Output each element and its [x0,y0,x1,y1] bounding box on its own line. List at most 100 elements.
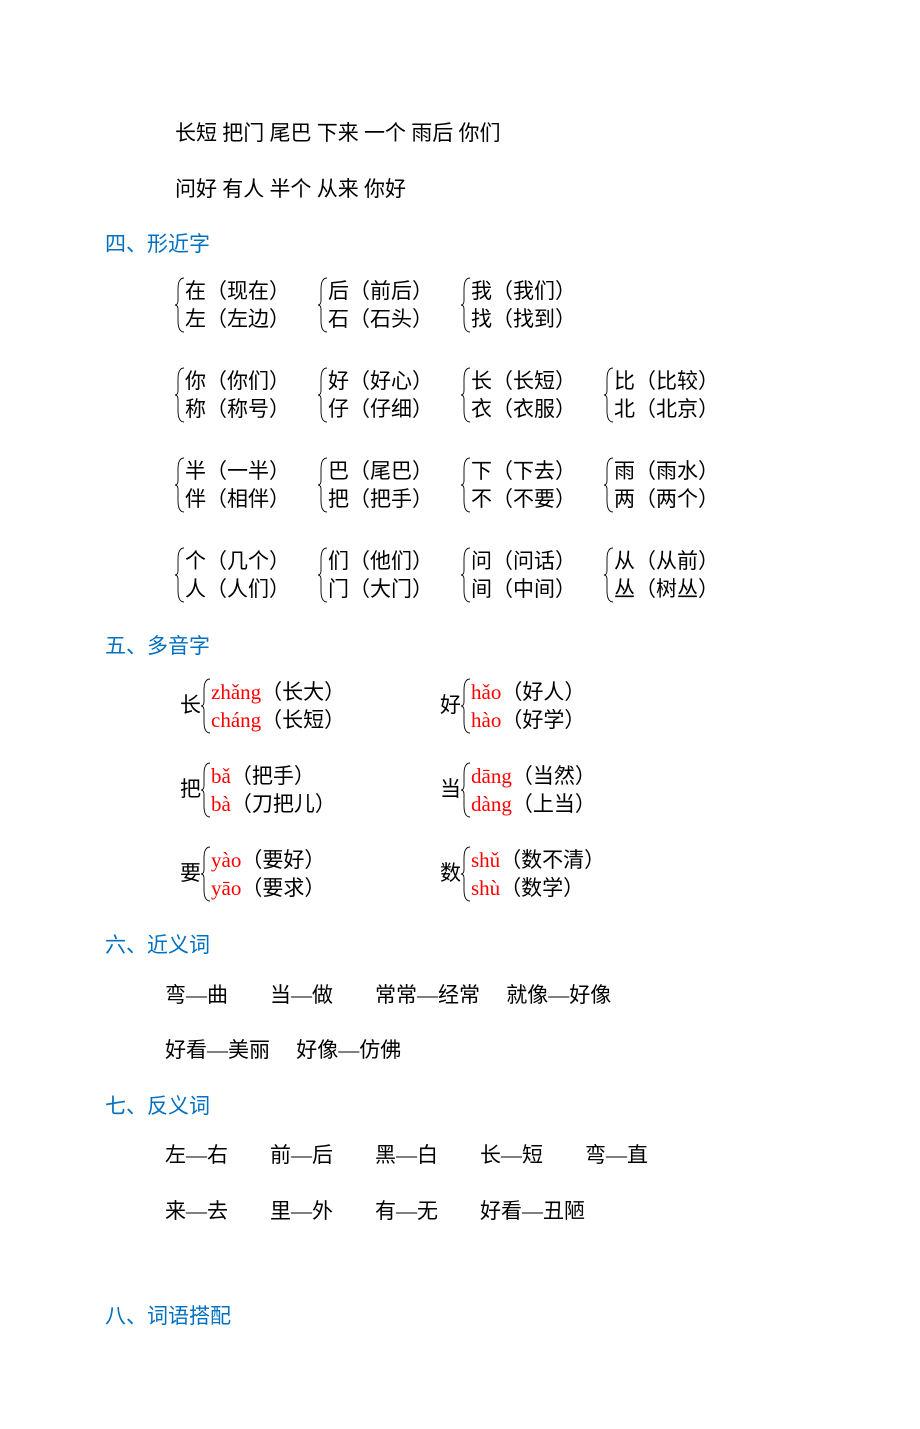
pair-lower: 丛（树丛） [614,575,719,603]
brace-icon [461,846,471,902]
pair-upper: 问（问话） [471,547,576,575]
brace-icon [461,762,471,818]
pair-cell: 从（从前）丛（树丛） [604,547,719,603]
pair-lines: 好（好心）仔（仔细） [328,367,433,423]
brace-icon [201,846,211,902]
poly-row: 把 bǎ（把手）bà（刀把儿）当 dāng（当然）dàng（上当） [175,762,860,818]
pair-upper: 在（现在） [185,277,290,305]
poly-cell: 数 shǔ（数不清）shù（数学） [435,846,605,902]
synonym-line-1: 弯—曲 当—做 常常—经常 就像—好像 [165,980,860,1012]
pair-lower: 仔（仔细） [328,395,433,423]
brace-icon [461,678,471,734]
poly-head-char: 把 [175,774,201,806]
pair-lines: 你（你们）称（称号） [185,367,290,423]
pair-lower: 把（把手） [328,485,433,513]
antonym-line-2: 来—去 里—外 有—无 好看—丑陋 [165,1196,860,1228]
brace-icon [175,277,185,333]
poly-head-char: 要 [175,858,201,890]
pair-upper: 半（一半） [185,457,290,485]
pair-lines: 长（长短）衣（衣服） [471,367,576,423]
pair-cell: 比（比较）北（北京） [604,367,719,423]
pair-lower: 人（人们） [185,575,290,603]
brace-icon [201,678,211,734]
poly-head-char: 当 [435,774,461,806]
poly-cell: 把 bǎ（把手）bà（刀把儿） [175,762,435,818]
section-5-title: 五、多音字 [105,631,860,663]
poly-row: 要 yào（要好）yāo（要求） 数 shǔ（数不清）shù（数学） [175,846,860,902]
section-4-title: 四、形近字 [105,229,860,261]
pair-row: 半（一半）伴（相伴） 巴（尾巴）把（把手） 下（下去）不（不要） 雨（雨水）两（… [175,457,860,513]
pair-lower: 不（不要） [471,485,576,513]
brace-icon [175,457,185,513]
pair-cell: 问（问话）间（中间） [461,547,576,603]
pair-lower: 北（北京） [614,395,719,423]
poly-lines: shǔ（数不清）shù（数学） [471,846,605,902]
pair-lines: 下（下去）不（不要） [471,457,576,513]
pair-upper: 巴（尾巴） [328,457,433,485]
pair-cell: 好（好心）仔（仔细） [318,367,433,423]
poly-lower: hào（好学） [471,706,585,734]
poly-cell: 当 dāng（当然）dàng（上当） [435,762,596,818]
pair-cell: 雨（雨水）两（两个） [604,457,719,513]
pair-lower: 两（两个） [614,485,719,513]
poly-upper: yào（要好） [211,846,325,874]
pair-row: 在（现在）左（左边） 后（前后）石（石头） 我（我们）找（找到） [175,277,860,333]
brace-icon [175,547,185,603]
brace-icon [318,367,328,423]
pair-cell: 长（长短）衣（衣服） [461,367,576,423]
pair-lower: 称（称号） [185,395,290,423]
poly-upper: bǎ（把手） [211,762,336,790]
brace-icon [604,367,614,423]
pair-lower: 找（找到） [471,305,576,333]
pair-row: 个（几个）人（人们） 们（他们）门（大门） 问（问话）间（中间） 从（从前）丛（… [175,547,860,603]
section-8-title: 八、词语搭配 [105,1301,860,1333]
poly-lower: bà（刀把儿） [211,790,336,818]
brace-icon [604,547,614,603]
poly-upper: shǔ（数不清） [471,846,605,874]
pair-lines: 在（现在）左（左边） [185,277,290,333]
pair-cell: 巴（尾巴）把（把手） [318,457,433,513]
pair-upper: 后（前后） [328,277,433,305]
pair-lower: 间（中间） [471,575,576,603]
brace-icon [318,277,328,333]
pair-lines: 们（他们）门（大门） [328,547,433,603]
brace-icon [461,547,471,603]
pair-upper: 长（长短） [471,367,576,395]
antonym-line-1: 左—右 前—后 黑—白 长—短 弯—直 [165,1140,860,1172]
poly-head-char: 数 [435,858,461,890]
pair-upper: 比（比较） [614,367,719,395]
brace-icon [461,457,471,513]
pair-upper: 雨（雨水） [614,457,719,485]
pair-cell: 半（一半）伴（相伴） [175,457,290,513]
pair-upper: 下（下去） [471,457,576,485]
poly-head-char: 好 [435,690,461,722]
pair-upper: 好（好心） [328,367,433,395]
poly-lines: yào（要好）yāo（要求） [211,846,325,902]
word-line-1: 长短 把门 尾巴 下来 一个 雨后 你们 [175,118,860,150]
brace-icon [461,367,471,423]
poly-lines: dāng（当然）dàng（上当） [471,762,596,818]
pair-upper: 我（我们） [471,277,576,305]
pair-lower: 门（大门） [328,575,433,603]
pair-upper: 个（几个） [185,547,290,575]
poly-lower: cháng（长短） [211,706,345,734]
pair-upper: 从（从前） [614,547,719,575]
section-7-title: 七、反义词 [105,1091,860,1123]
pair-lines: 我（我们）找（找到） [471,277,576,333]
pair-cell: 你（你们）称（称号） [175,367,290,423]
brace-icon [318,457,328,513]
pair-lines: 后（前后）石（石头） [328,277,433,333]
poly-lower: shù（数学） [471,874,605,902]
pair-lines: 问（问话）间（中间） [471,547,576,603]
poly-upper: zhǎng（长大） [211,678,345,706]
pair-row: 你（你们）称（称号） 好（好心）仔（仔细） 长（长短）衣（衣服） 比（比较）北（… [175,367,860,423]
synonym-line-2: 好看—美丽 好像—仿佛 [165,1035,860,1067]
pair-upper: 们（他们） [328,547,433,575]
poly-lines: hǎo（好人）hào（好学） [471,678,585,734]
brace-icon [318,547,328,603]
pair-cell: 下（下去）不（不要） [461,457,576,513]
pair-cell: 后（前后）石（石头） [318,277,433,333]
pair-lower: 石（石头） [328,305,433,333]
pair-cell: 在（现在）左（左边） [175,277,290,333]
poly-cell: 长 zhǎng（长大）cháng（长短） [175,678,435,734]
